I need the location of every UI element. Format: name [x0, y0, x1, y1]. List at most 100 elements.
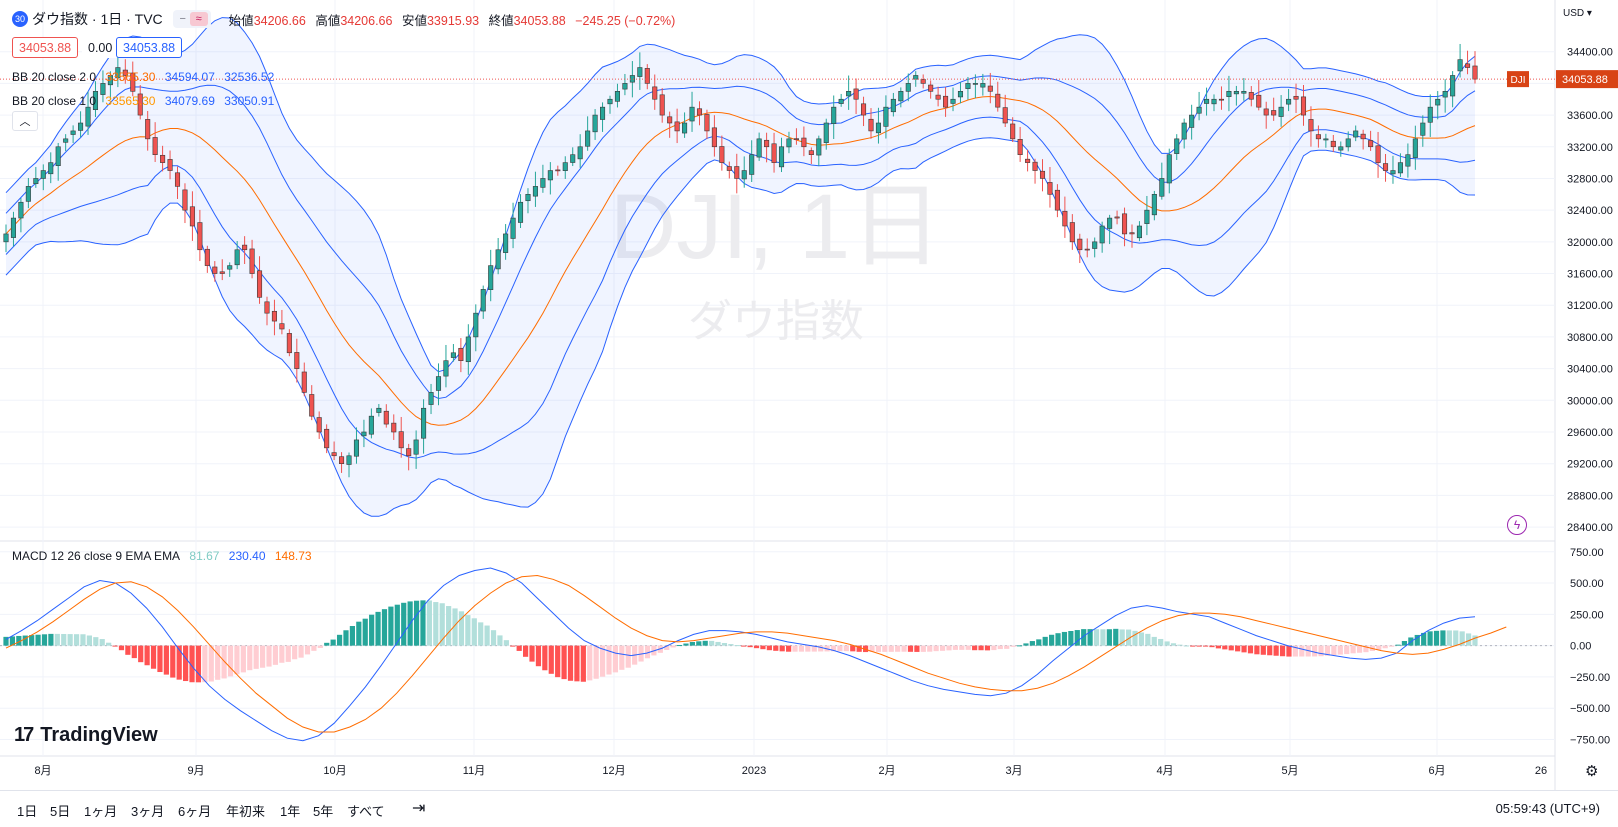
range-all[interactable]: すべて [347, 804, 385, 819]
candle-body [1174, 138, 1180, 154]
macd-histogram-bar [1209, 645, 1215, 648]
macd-histogram-bar [1190, 645, 1196, 647]
macd-histogram-bar [324, 642, 330, 646]
candle-body [562, 162, 568, 171]
candle-body [682, 122, 688, 134]
candle-body [696, 108, 703, 116]
candle-body [212, 266, 218, 274]
candle-body [18, 201, 24, 219]
macd-histogram-bar [484, 625, 490, 646]
macd-histogram-bar [311, 645, 317, 651]
macd-histogram-bar [497, 635, 503, 646]
price-tick-label: 32800.00 [1567, 173, 1613, 185]
macd-histogram-bar [683, 643, 689, 646]
candle-body [197, 222, 203, 251]
tradingview-logo[interactable]: 17 TradingView [14, 724, 158, 746]
candle-body [1420, 122, 1426, 136]
macd-histogram-bar [972, 645, 978, 651]
candle-body [987, 85, 993, 92]
macd-histogram-bar [1446, 630, 1452, 646]
range-6m[interactable]: 6ヶ月 [178, 804, 212, 819]
candle-body [995, 93, 1001, 108]
macd-histogram-bar [991, 645, 997, 651]
candle-body [890, 98, 896, 113]
lightning-icon[interactable]: ϟ [1507, 515, 1527, 535]
bb1-legend[interactable]: BB 20 close 1 0 33565.30 34079.69 33050.… [12, 94, 275, 108]
candle-body [503, 233, 509, 253]
macd-histogram-bar [901, 645, 907, 652]
candle-body [1286, 98, 1292, 105]
gear-icon[interactable]: ⚙ [1585, 763, 1599, 780]
macd-histogram-bar [644, 645, 651, 659]
range-5d[interactable]: 5日 [50, 804, 71, 819]
range-ytd[interactable]: 年初来 [226, 804, 266, 819]
macd-histogram-bar [1093, 629, 1100, 646]
range-3m[interactable]: 3ヶ月 [131, 804, 165, 819]
macd-histogram-bar [1401, 641, 1408, 646]
macd-histogram-bar [1055, 633, 1061, 646]
candle-body [793, 138, 799, 140]
minus-icon[interactable]: − [179, 13, 186, 25]
macd-histogram-bar [779, 645, 785, 652]
candle-body [100, 83, 106, 95]
macd-legend[interactable]: MACD 12 26 close 9 EMA EMA 81.67 230.40 … [12, 549, 312, 563]
collapse-legend-button[interactable]: ︿ [12, 111, 38, 131]
candle-body [1077, 238, 1083, 251]
macd-histogram-bar [304, 645, 311, 655]
macd-histogram-bar [766, 645, 772, 651]
candle-body [242, 244, 248, 251]
macd-histogram-bar [1376, 645, 1382, 650]
candle-body [719, 146, 725, 163]
time-tick-label: 8月 [34, 765, 51, 777]
range-1d[interactable]: 1日 [17, 804, 38, 819]
macd-histogram-bar [1106, 629, 1112, 646]
macd-histogram-bar [253, 645, 259, 669]
macd-histogram-bar [471, 618, 477, 646]
range-1m[interactable]: 1ヶ月 [84, 804, 118, 819]
macd-histogram-bar [131, 645, 137, 659]
candle-body [1390, 170, 1396, 175]
candle-body [361, 431, 367, 437]
calendar-range-icon[interactable]: ⇥ [412, 800, 426, 817]
range-1y[interactable]: 1年 [280, 804, 301, 819]
symbol-title[interactable]: ダウ指数 · 1日 · TVC [32, 11, 163, 27]
macd-histogram-bar [106, 642, 112, 646]
macd-histogram-bar [734, 645, 740, 647]
candle-body [301, 371, 307, 393]
macd-histogram-bar [279, 645, 285, 663]
clock[interactable]: 05:59:43 (UTC+9) [1495, 801, 1600, 816]
candle-body [1450, 75, 1456, 97]
indicator-pill[interactable]: − ≈ [172, 10, 211, 28]
macd-histogram-bar [9, 636, 16, 646]
macd-histogram-bar [907, 645, 914, 652]
sell-price-box[interactable]: 34053.88 [12, 37, 79, 58]
wave-icon[interactable]: ≈ [189, 12, 208, 26]
buy-price-box[interactable]: 34053.88 [116, 37, 183, 58]
macd-histogram-bar [664, 645, 670, 651]
macd-histogram-bar [843, 645, 849, 652]
macd-histogram-bar [612, 645, 619, 673]
macd-histogram-bar [292, 645, 298, 660]
macd-histogram-bar [1228, 645, 1234, 651]
candle-body [63, 138, 69, 143]
macd-histogram-bar [3, 636, 9, 646]
candle-body [741, 170, 747, 180]
symbol-tag: DJI [1511, 75, 1526, 86]
candle-body [376, 407, 382, 413]
price-tick-label: 30400.00 [1567, 364, 1613, 376]
macd-histogram-bar [862, 645, 869, 653]
bb2-legend[interactable]: BB 20 close 2 0 33565.30 34594.07 32536.… [12, 70, 275, 84]
candle-body [674, 121, 680, 132]
candle-body [1129, 232, 1135, 235]
symbol-badge[interactable]: 30 [12, 11, 28, 27]
range-5y[interactable]: 5年 [313, 804, 334, 819]
macd-histogram-bar [1164, 641, 1170, 646]
macd-histogram-bar [1100, 629, 1106, 646]
candle-body [1405, 154, 1411, 167]
currency-label[interactable]: USD ▾ [1563, 8, 1592, 19]
candle-body [249, 248, 255, 274]
candle-body [458, 347, 464, 361]
macd-histogram-bar [709, 640, 715, 646]
candle-body [1368, 140, 1374, 148]
